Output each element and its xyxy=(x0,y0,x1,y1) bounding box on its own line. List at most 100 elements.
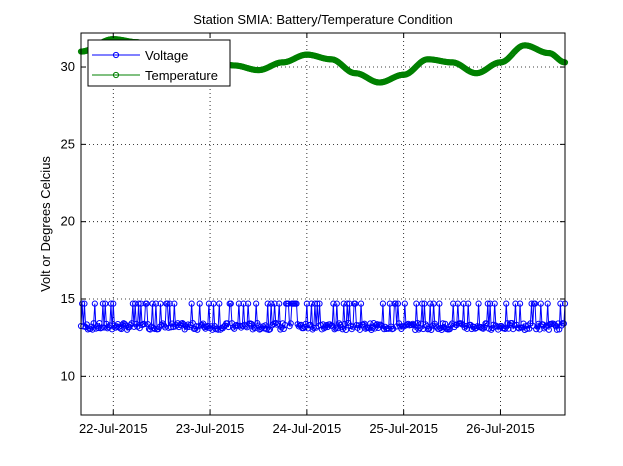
voltage-point xyxy=(401,300,408,307)
voltage-point xyxy=(268,300,275,307)
voltage-point xyxy=(274,320,282,327)
voltage-point xyxy=(480,325,487,332)
voltage-point xyxy=(416,324,423,332)
voltage-point xyxy=(152,300,159,307)
y-tick-label: 30 xyxy=(61,59,75,74)
voltage-point xyxy=(276,300,283,307)
voltage-point xyxy=(331,326,338,333)
voltage-point xyxy=(196,300,203,307)
voltage-point xyxy=(427,300,434,307)
voltage-point xyxy=(287,320,294,327)
voltage-point xyxy=(454,300,461,307)
legend: Voltage Temperature xyxy=(87,39,231,87)
voltage-point xyxy=(210,300,217,307)
voltage-point xyxy=(352,300,359,307)
voltage-point xyxy=(194,326,201,333)
voltage-point xyxy=(149,300,156,307)
voltage-point xyxy=(330,300,337,307)
x-tick-labels: 22-Jul-2015 23-Jul-2015 24-Jul-2015 25-Jul-… xyxy=(79,421,535,436)
voltage-point xyxy=(189,319,196,327)
legend-box xyxy=(87,39,231,87)
voltage-point xyxy=(514,324,521,331)
voltage-point xyxy=(225,323,232,331)
voltage-point xyxy=(308,300,315,307)
voltage-point xyxy=(483,320,490,327)
voltage-point xyxy=(341,320,348,327)
voltage-point xyxy=(234,322,241,329)
voltage-point xyxy=(436,300,443,307)
voltage-point xyxy=(394,300,401,307)
voltage-point xyxy=(133,320,140,327)
voltage-point xyxy=(79,300,86,307)
voltage-point xyxy=(240,300,247,307)
legend-label-temperature: Temperature xyxy=(145,68,218,83)
series-voltage xyxy=(77,300,569,334)
voltage-point xyxy=(475,300,482,307)
voltage-point xyxy=(413,300,420,307)
y-tick-label: 10 xyxy=(61,368,75,383)
voltage-point xyxy=(409,320,416,327)
ticks xyxy=(81,33,565,415)
voltage-point xyxy=(235,300,242,307)
voltage-point xyxy=(553,326,561,333)
voltage-point xyxy=(201,324,208,331)
voltage-point xyxy=(285,300,292,307)
voltage-point xyxy=(528,300,535,307)
voltage-point xyxy=(110,300,117,307)
voltage-point xyxy=(465,300,472,307)
voltage-point xyxy=(91,300,98,307)
voltage-point xyxy=(188,300,195,307)
voltage-point xyxy=(245,300,252,307)
voltage-point xyxy=(164,300,171,307)
voltage-point xyxy=(162,324,169,331)
plot-area xyxy=(81,33,565,415)
x-tick-label: 26-Jul-2015 xyxy=(466,421,535,436)
voltage-point xyxy=(535,320,542,327)
voltage-point xyxy=(460,300,467,307)
voltage-point xyxy=(529,322,536,329)
voltage-point xyxy=(430,300,437,307)
voltage-point xyxy=(157,300,164,307)
voltage-point xyxy=(333,300,340,307)
plot-frame xyxy=(80,32,566,416)
voltage-point xyxy=(253,300,260,307)
voltage-point xyxy=(118,325,125,333)
voltage-point xyxy=(213,325,221,332)
voltage-point xyxy=(137,300,145,307)
voltage-point xyxy=(135,300,142,307)
voltage-point xyxy=(342,326,350,333)
voltage-point xyxy=(531,300,539,307)
voltage-point xyxy=(280,325,287,333)
y-tick-label: 15 xyxy=(61,291,75,306)
voltage-point xyxy=(143,300,150,307)
voltage-point xyxy=(332,325,339,332)
voltage-point xyxy=(439,320,446,327)
voltage-point xyxy=(216,300,223,307)
y-tick-labels: 10 15 20 25 30 xyxy=(61,59,75,383)
voltage-point xyxy=(311,300,319,307)
voltage-point xyxy=(545,326,552,333)
voltage-point xyxy=(428,326,435,334)
voltage-point xyxy=(98,324,105,331)
voltage-point xyxy=(503,300,510,307)
x-tick-label: 25-Jul-2015 xyxy=(369,421,438,436)
voltage-point xyxy=(344,300,351,307)
y-axis-label: Volt or Degrees Celcius xyxy=(38,156,53,292)
voltage-point xyxy=(484,300,491,307)
legend-marker-temperature xyxy=(112,71,120,79)
legend-marker-voltage xyxy=(112,51,120,59)
voltage-point xyxy=(505,325,512,332)
voltage-point xyxy=(107,300,115,307)
voltage-point xyxy=(262,322,269,329)
voltage-point xyxy=(379,300,387,307)
voltage-point xyxy=(271,300,278,307)
voltage-point xyxy=(273,321,280,328)
voltage-point xyxy=(147,326,154,333)
voltage-point xyxy=(314,300,321,307)
voltage-point xyxy=(303,300,310,307)
voltage-point xyxy=(340,300,347,307)
voltage-point xyxy=(81,300,88,307)
voltage-point xyxy=(433,324,441,331)
